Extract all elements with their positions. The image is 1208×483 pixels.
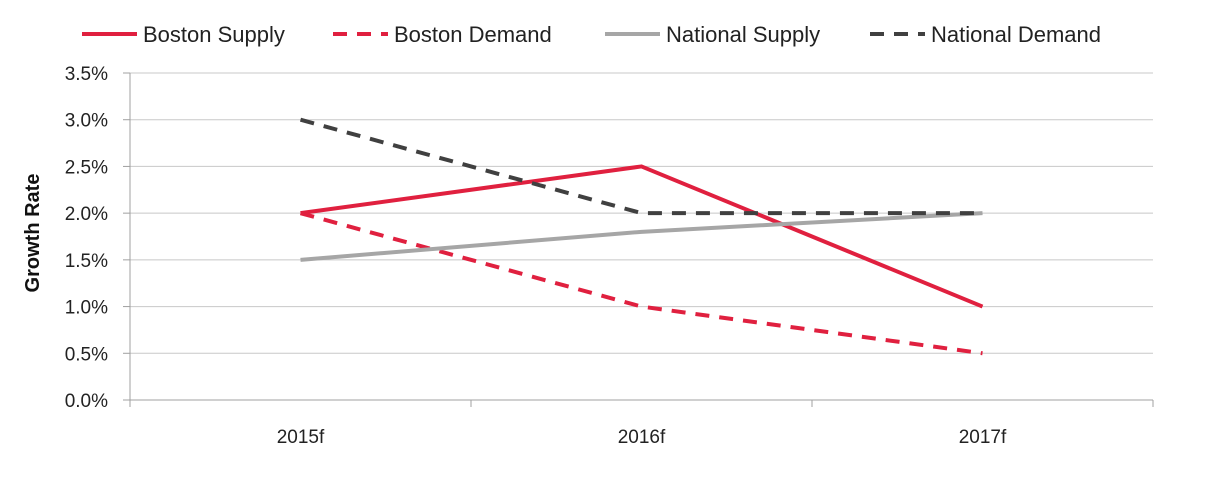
- y-tick-label: 0.5%: [65, 344, 108, 365]
- y-tick-label: 2.0%: [65, 204, 108, 225]
- series-lines: [299, 117, 984, 356]
- legend-label: National Supply: [666, 22, 820, 47]
- series-line-1: [300, 164, 984, 309]
- series-line-2: [299, 211, 983, 356]
- x-tick-labels: 2015f 2016f 2017f: [277, 427, 1007, 448]
- y-tick-label: 3.0%: [65, 111, 108, 132]
- x-tick-label: 2015f: [277, 427, 325, 448]
- y-tick-labels: 0.0% 0.5% 1.0% 1.5% 2.0% 2.5% 3.0% 3.5%: [65, 64, 108, 412]
- y-tick-label: 3.5%: [65, 64, 108, 85]
- y-axis-label: Growth Rate: [22, 174, 44, 293]
- legend: Boston Supply Boston Demand National Suppl…: [82, 22, 1101, 47]
- series-line-3: [300, 211, 983, 262]
- x-tick-label: 2016f: [618, 427, 666, 448]
- x-tick-label: 2017f: [959, 427, 1007, 448]
- legend-label: Boston Supply: [143, 22, 285, 47]
- legend-label: National Demand: [931, 22, 1101, 47]
- y-tick-label: 0.0%: [65, 391, 108, 412]
- axes: [123, 72, 1154, 407]
- y-tick-label: 2.5%: [65, 157, 108, 178]
- y-tick-label: 1.0%: [65, 298, 108, 319]
- legend-label: Boston Demand: [394, 22, 552, 47]
- y-tick-label: 1.5%: [65, 251, 108, 272]
- series-line-4: [299, 117, 983, 216]
